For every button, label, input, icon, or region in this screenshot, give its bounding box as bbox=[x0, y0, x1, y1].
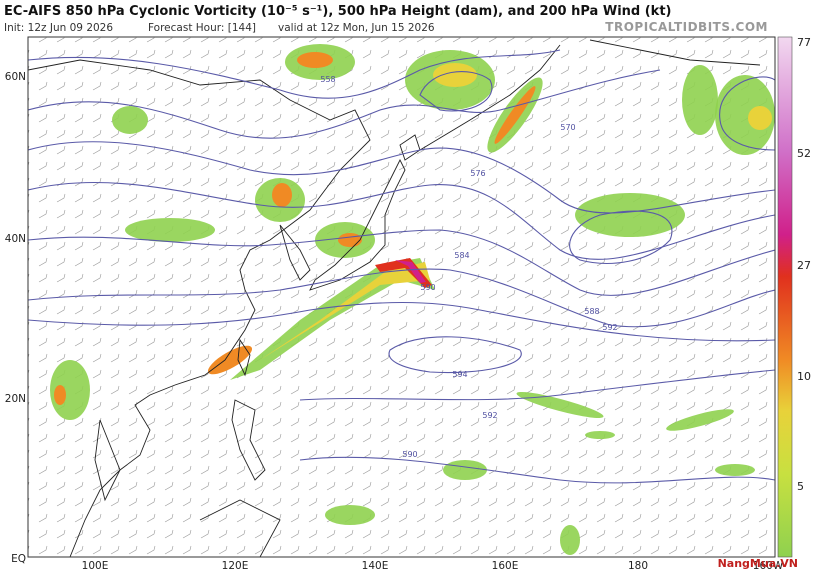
init-time: Init: 12z Jun 09 2026 bbox=[4, 22, 113, 34]
contour-label: 592 bbox=[482, 411, 497, 420]
wind-barbs bbox=[28, 37, 775, 557]
lon-label: 160E bbox=[492, 560, 519, 572]
contour-label: 576 bbox=[470, 169, 485, 178]
colorbar-tick-label: 77 bbox=[797, 36, 811, 49]
contour-label: 594 bbox=[452, 370, 467, 379]
forecast-hour: Forecast Hour: [144] bbox=[148, 22, 256, 34]
watermark: NangMua.VN bbox=[718, 557, 798, 570]
contour-labels: 558 570 576 584 588 590 592 594 592 590 bbox=[320, 75, 617, 459]
lat-label: EQ bbox=[11, 553, 26, 565]
map-frame bbox=[27, 36, 776, 558]
lat-label: 20N bbox=[5, 393, 26, 405]
contour-label: 558 bbox=[320, 75, 335, 84]
lon-label: 180 bbox=[628, 560, 648, 572]
height-contours bbox=[28, 49, 775, 484]
title: EC-AIFS 850 hPa Cyclonic Vorticity (10⁻⁵… bbox=[4, 4, 671, 19]
colorbar-tick-label: 52 bbox=[797, 147, 811, 160]
contour-label: 592 bbox=[602, 323, 617, 332]
valid-time: valid at 12z Mon, Jun 15 2026 bbox=[278, 22, 435, 34]
axis-labels: 60N 40N 20N EQ 100E 120E 140E 160E 180 160W bbox=[5, 71, 784, 572]
lon-label: 160W bbox=[753, 560, 784, 572]
lat-label: 60N bbox=[5, 71, 26, 83]
contour-label: 588 bbox=[584, 307, 599, 316]
coastlines bbox=[28, 39, 761, 557]
map-area: 558 570 576 584 588 590 592 594 592 590 bbox=[28, 37, 775, 557]
colorbar bbox=[777, 36, 793, 558]
colorbar-tick-label: 27 bbox=[797, 259, 811, 272]
colorbar-ticks: 77 52 27 10 5 bbox=[797, 36, 811, 493]
colorbar-tick-label: 10 bbox=[797, 370, 811, 383]
vorticity bbox=[50, 44, 775, 555]
contour-label: 590 bbox=[402, 450, 417, 459]
lon-label: 100E bbox=[82, 560, 109, 572]
contour-label: 570 bbox=[560, 123, 575, 132]
lon-label: 120E bbox=[222, 560, 249, 572]
contour-label: 584 bbox=[454, 251, 469, 260]
site-name: TROPICALTIDBITS.COM bbox=[605, 20, 768, 34]
lon-label: 140E bbox=[362, 560, 389, 572]
colorbar-tick-label: 5 bbox=[797, 480, 804, 493]
contour-label: 590 bbox=[420, 283, 435, 292]
lat-label: 40N bbox=[5, 233, 26, 245]
